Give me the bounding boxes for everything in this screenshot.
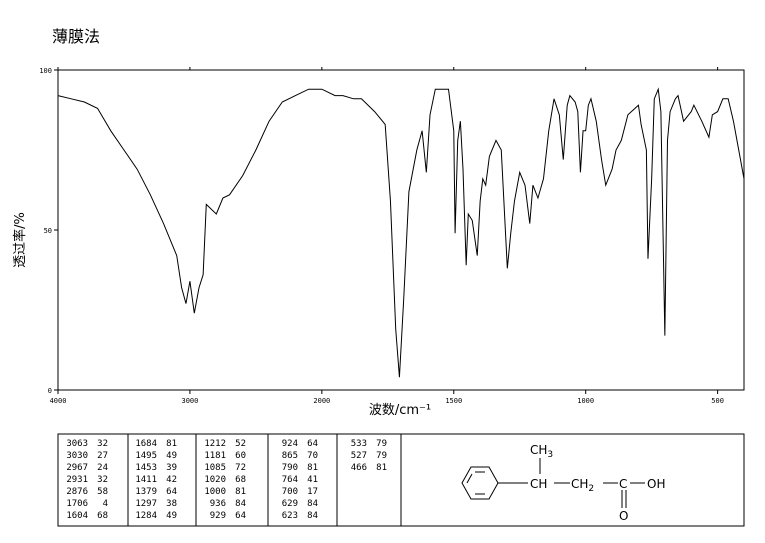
x-axis-label: 波数/cm⁻¹ [369,403,431,418]
peak-transmittance: 32 [97,475,108,485]
peak-wavenumber: 1379 [135,487,157,497]
peak-transmittance: 39 [166,463,177,473]
peak-wavenumber: 2931 [66,475,88,485]
x-tick-label: 500 [711,397,724,405]
peak-transmittance: 24 [97,463,108,473]
peak-wavenumber: 1411 [135,475,157,485]
peak-transmittance: 58 [97,487,108,497]
peak-wavenumber: 2967 [66,463,88,473]
peak-transmittance: 4 [103,499,108,509]
peak-wavenumber: 3063 [66,439,88,449]
peak-wavenumber: 700 [282,487,298,497]
peak-transmittance: 72 [235,463,246,473]
peak-transmittance: 81 [376,463,387,473]
peak-transmittance: 70 [307,451,318,461]
peak-wavenumber: 1181 [204,451,226,461]
y-tick-label: 100 [39,67,52,75]
peak-wavenumber: 1495 [135,451,157,461]
peak-wavenumber: 533 [351,439,367,449]
y-tick-label: 50 [44,227,52,235]
x-tick-label: 1000 [577,397,594,405]
peak-transmittance: 81 [235,487,246,497]
peak-wavenumber: 1604 [66,511,88,521]
peak-wavenumber: 790 [282,463,298,473]
peak-wavenumber: 629 [282,499,298,509]
peak-transmittance: 84 [307,499,318,509]
peak-transmittance: 41 [307,475,318,485]
peak-wavenumber: 764 [282,475,298,485]
peak-transmittance: 79 [376,439,387,449]
peak-transmittance: 27 [97,451,108,461]
y-axis-label: 透过率/% [12,212,28,268]
peak-transmittance: 42 [166,475,177,485]
atom-label: CH2 [571,477,594,494]
peak-transmittance: 49 [166,451,177,461]
peak-transmittance: 17 [307,487,318,497]
atom-label: C [619,477,627,491]
peak-wavenumber: 527 [351,451,367,461]
peak-transmittance: 32 [97,439,108,449]
atom-label: OH [647,477,665,491]
atom-label: O [619,509,628,523]
x-tick-label: 2000 [313,397,330,405]
peak-wavenumber: 929 [210,511,226,521]
structure [461,458,645,508]
atom-label: CH3 [530,443,553,460]
peak-wavenumber: 936 [210,499,226,509]
y-tick-label: 0 [48,387,52,395]
peak-wavenumber: 1020 [204,475,226,485]
peak-transmittance: 81 [166,439,177,449]
peak-transmittance: 68 [97,511,108,521]
peak-transmittance: 52 [235,439,246,449]
peak-wavenumber: 1085 [204,463,226,473]
peak-transmittance: 49 [166,511,177,521]
spectrum-line [57,87,745,378]
peak-transmittance: 84 [235,499,246,509]
peak-wavenumber: 924 [282,439,298,449]
atom-label: CH [530,477,547,491]
peak-wavenumber: 3030 [66,451,88,461]
peak-wavenumber: 466 [351,463,367,473]
peak-transmittance: 79 [376,451,387,461]
peak-transmittance: 38 [166,499,177,509]
peak-wavenumber: 623 [282,511,298,521]
x-tick-label: 1500 [445,397,462,405]
peak-transmittance: 64 [307,439,318,449]
peak-transmittance: 64 [235,511,246,521]
peak-transmittance: 64 [166,487,177,497]
bond [466,473,473,484]
peak-wavenumber: 1212 [204,439,226,449]
peak-wavenumber: 1297 [135,499,157,509]
peak-transmittance: 81 [307,463,318,473]
peak-wavenumber: 865 [282,451,298,461]
x-tick-label: 3000 [181,397,198,405]
peak-wavenumber: 1284 [135,511,157,521]
x-tick-label: 4000 [50,397,67,405]
chart-title: 薄膜法 [52,27,100,46]
peak-wavenumber: 1684 [135,439,157,449]
peak-transmittance: 68 [235,475,246,485]
peak-wavenumber: 1000 [204,487,226,497]
peak-transmittance: 84 [307,511,318,521]
peak-wavenumber: 1453 [135,463,157,473]
peak-wavenumber: 2876 [66,487,88,497]
peak-transmittance: 60 [235,451,246,461]
peak-wavenumber: 1706 [66,499,88,509]
